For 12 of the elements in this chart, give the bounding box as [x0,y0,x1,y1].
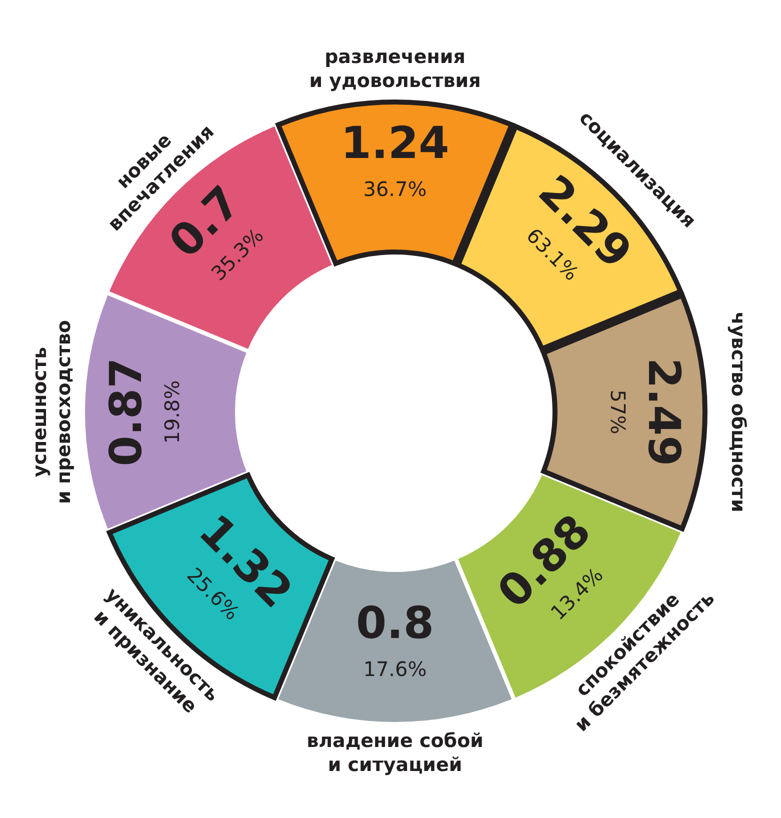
data-label: 1.24 [340,118,450,169]
data-label: 36.7% [363,177,427,201]
category-label: владение собой и ситуацией [306,730,484,776]
category-label: успешность и превосходство [29,320,76,504]
data-label: 2.49 [638,358,689,466]
data-label: 17.6% [363,657,427,681]
data-label: 57% [606,390,630,434]
category-label: развлечения и удовольствия [309,46,481,92]
data-label: 19.8% [160,380,184,444]
category-label: чувство общности [726,312,749,512]
data-label: 0.87 [101,358,152,466]
data-label: 0.8 [356,598,434,649]
